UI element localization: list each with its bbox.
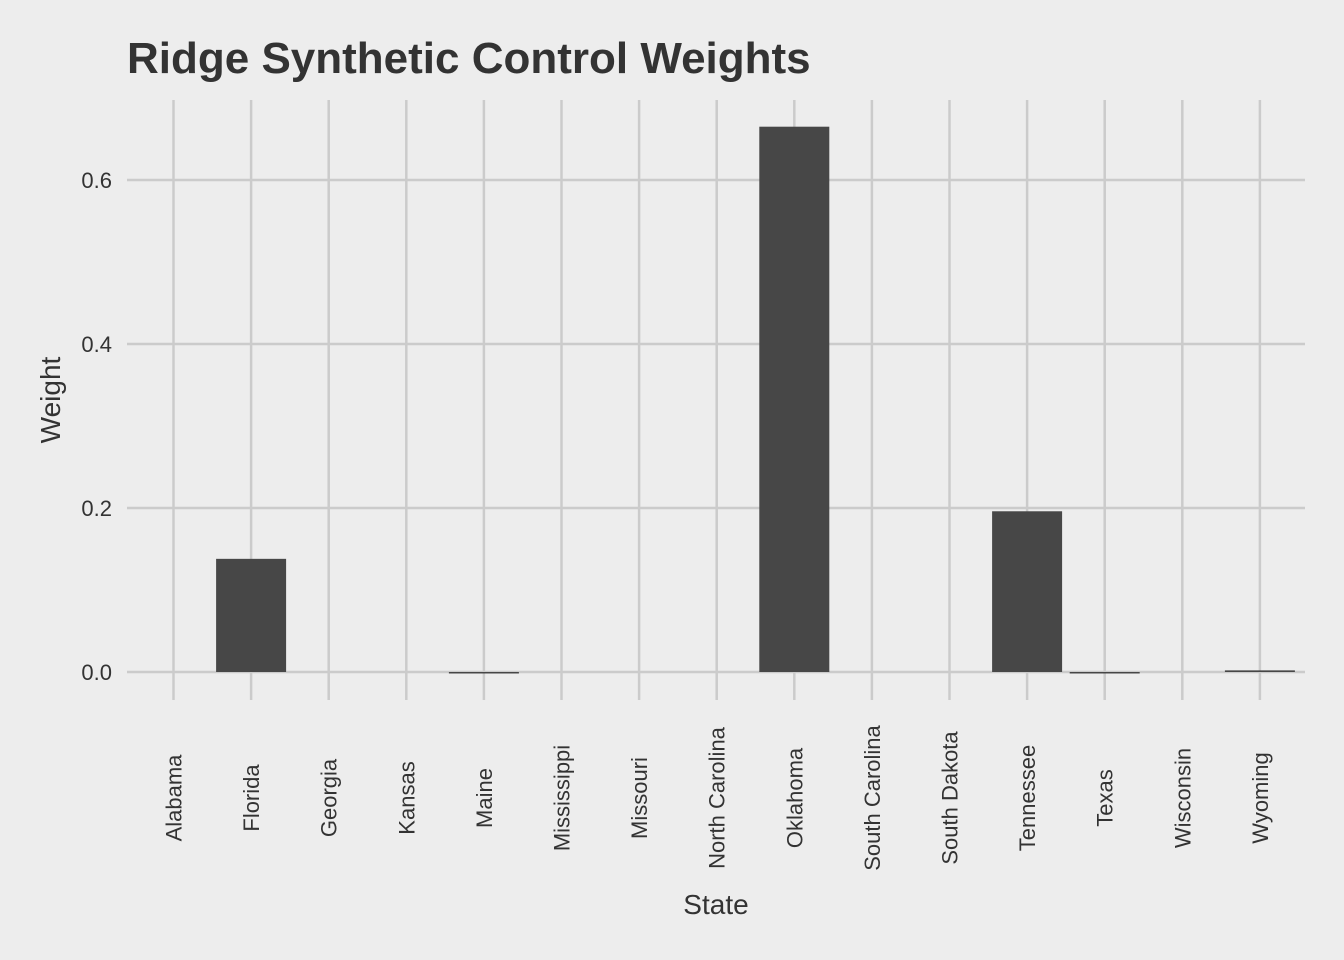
x-tick-label: Tennessee <box>1015 745 1040 851</box>
x-tick-label: Wyoming <box>1248 752 1273 844</box>
grid-layer <box>127 100 1305 700</box>
x-tick-label: North Carolina <box>705 726 730 869</box>
y-tick-labels: 0.0 0.2 0.4 0.6 <box>81 168 112 685</box>
y-tick-label: 0.4 <box>81 332 112 357</box>
x-tick-label: Georgia <box>317 758 342 837</box>
y-axis-title: Weight <box>35 356 66 443</box>
bar-wyoming <box>1224 670 1295 672</box>
bar-layer <box>216 126 1295 674</box>
chart-title: Ridge Synthetic Control Weights <box>127 34 811 83</box>
x-tick-label: Florida <box>239 764 264 832</box>
bar-florida <box>216 558 287 672</box>
x-tick-label: Texas <box>1093 769 1118 826</box>
bar-texas <box>1069 672 1140 674</box>
x-tick-label: Alabama <box>162 754 187 842</box>
x-tick-label: South Dakota <box>938 731 963 865</box>
bar-maine <box>448 672 519 674</box>
x-tick-label: South Carolina <box>860 724 885 870</box>
x-tick-label: Kansas <box>394 761 419 834</box>
bar-tennessee <box>992 511 1063 672</box>
y-tick-label: 0.2 <box>81 496 112 521</box>
x-tick-label: Missouri <box>627 757 652 839</box>
x-tick-label: Oklahoma <box>782 747 807 848</box>
x-tick-label: Maine <box>472 768 497 828</box>
y-tick-label: 0.6 <box>81 168 112 193</box>
x-tick-label: Mississippi <box>550 745 575 851</box>
x-tick-labels: Alabama Florida Georgia Kansas Maine Mississi… <box>162 724 1273 870</box>
bar-oklahoma <box>759 126 830 672</box>
y-tick-label: 0.0 <box>81 660 112 685</box>
x-axis-title: State <box>683 889 748 920</box>
x-tick-label: Wisconsin <box>1170 748 1195 848</box>
